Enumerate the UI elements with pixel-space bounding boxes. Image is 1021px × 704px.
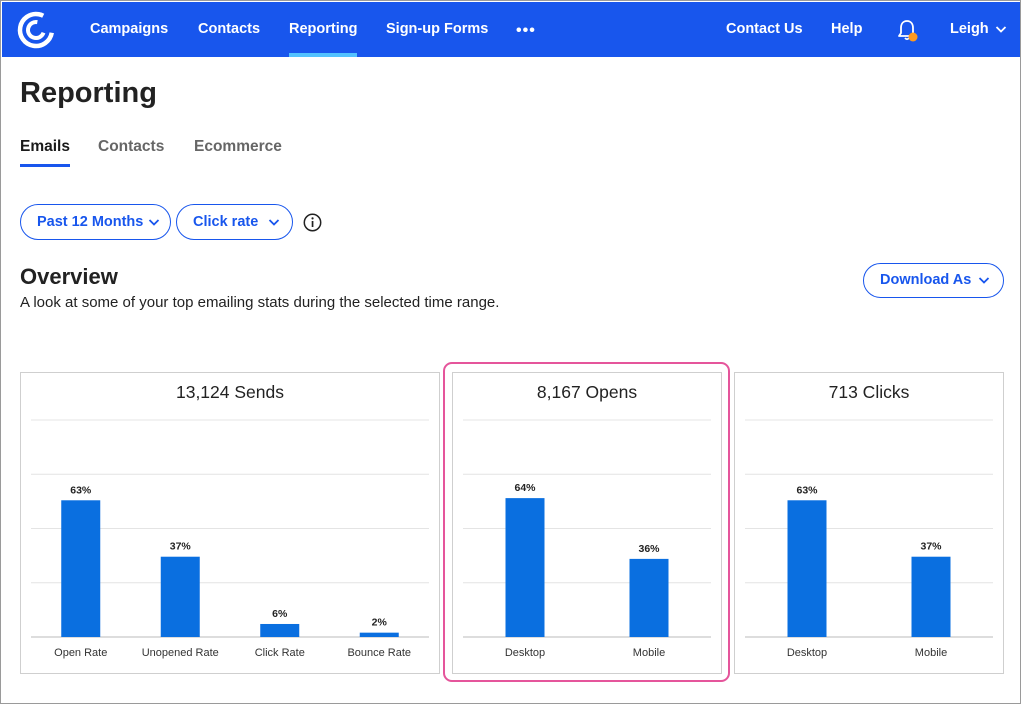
overview-description: A look at some of your top emailing stat… [20,294,500,311]
download-as-dropdown[interactable]: Download As [863,263,1004,298]
nav-campaigns[interactable]: Campaigns [90,21,169,37]
category-label: Bounce Rate [347,647,411,659]
bar-mobile [629,558,669,637]
category-label: Desktop [787,647,827,659]
chart-title: 8,167 Opens [536,382,638,402]
category-label: Unopened Rate [142,647,219,659]
data-label: 37% [920,541,942,553]
data-label: 37% [170,541,192,553]
clicks-card: 713 Clicks 63% Desktop 37% Mobile [734,372,1004,674]
bar-unopened-rate [160,556,200,637]
bar-click-rate [260,623,300,637]
brand-logo-icon[interactable] [16,10,56,50]
overview-title: Overview [20,264,118,289]
sends-card: 13,124 Sends 63% Open Rate 37% Unopened Rat… [20,372,440,674]
tab-emails[interactable]: Emails [20,138,70,167]
notification-badge [908,32,918,42]
chevron-down-icon[interactable] [995,24,1007,34]
metric-dropdown[interactable]: Click rate [176,204,293,240]
category-label: Click Rate [255,647,305,659]
data-label: 36% [638,543,660,555]
clicks-chart: 63% Desktop 37% Mobile [745,419,993,659]
bar-desktop [505,498,545,637]
data-label: 63% [70,484,92,496]
data-label: 63% [796,484,818,496]
opens-chart: 64% Desktop 36% Mobile [463,419,711,659]
nav-reporting[interactable]: Reporting [289,2,358,57]
bar-mobile [911,556,951,637]
tab-ecommerce[interactable]: Ecommerce [194,138,282,155]
bell-icon[interactable] [895,18,919,44]
sends-chart: 63% Open Rate 37% Unopened Rate 6% Click Rate… [31,419,429,659]
category-label: Open Rate [54,647,107,659]
date-range-label: Past 12 Months [37,214,144,230]
category-label: Mobile [915,647,947,659]
chevron-down-icon [268,219,280,226]
nav-more-button[interactable]: ••• [516,22,536,39]
category-label: Mobile [633,647,665,659]
nav-contact-us[interactable]: Contact Us [726,21,803,37]
user-menu[interactable]: Leigh [950,21,989,37]
nav-contacts[interactable]: Contacts [198,21,261,37]
bar-open-rate [61,500,101,637]
top-nav: Campaigns Contacts Reporting Sign-up For… [2,2,1020,57]
chevron-down-icon [148,219,160,226]
chart-title: 713 Clicks [828,382,910,402]
bar-desktop [787,500,827,637]
nav-signup-forms[interactable]: Sign-up Forms [386,21,489,37]
chart-title: 13,124 Sends [175,382,284,402]
info-icon[interactable] [303,213,322,232]
category-label: Desktop [505,647,545,659]
metric-label: Click rate [193,214,259,230]
opens-card: 8,167 Opens 64% Desktop 36% Mobile [452,372,722,674]
page-title: Reporting [20,77,157,109]
bar-bounce-rate [359,632,399,637]
download-as-label: Download As [880,272,972,288]
data-label: 6% [272,608,288,620]
nav-help[interactable]: Help [831,21,863,37]
chevron-down-icon [978,277,990,284]
data-label: 64% [514,482,536,494]
date-range-dropdown[interactable]: Past 12 Months [20,204,171,240]
data-label: 2% [372,617,388,629]
tab-contacts[interactable]: Contacts [98,138,165,155]
